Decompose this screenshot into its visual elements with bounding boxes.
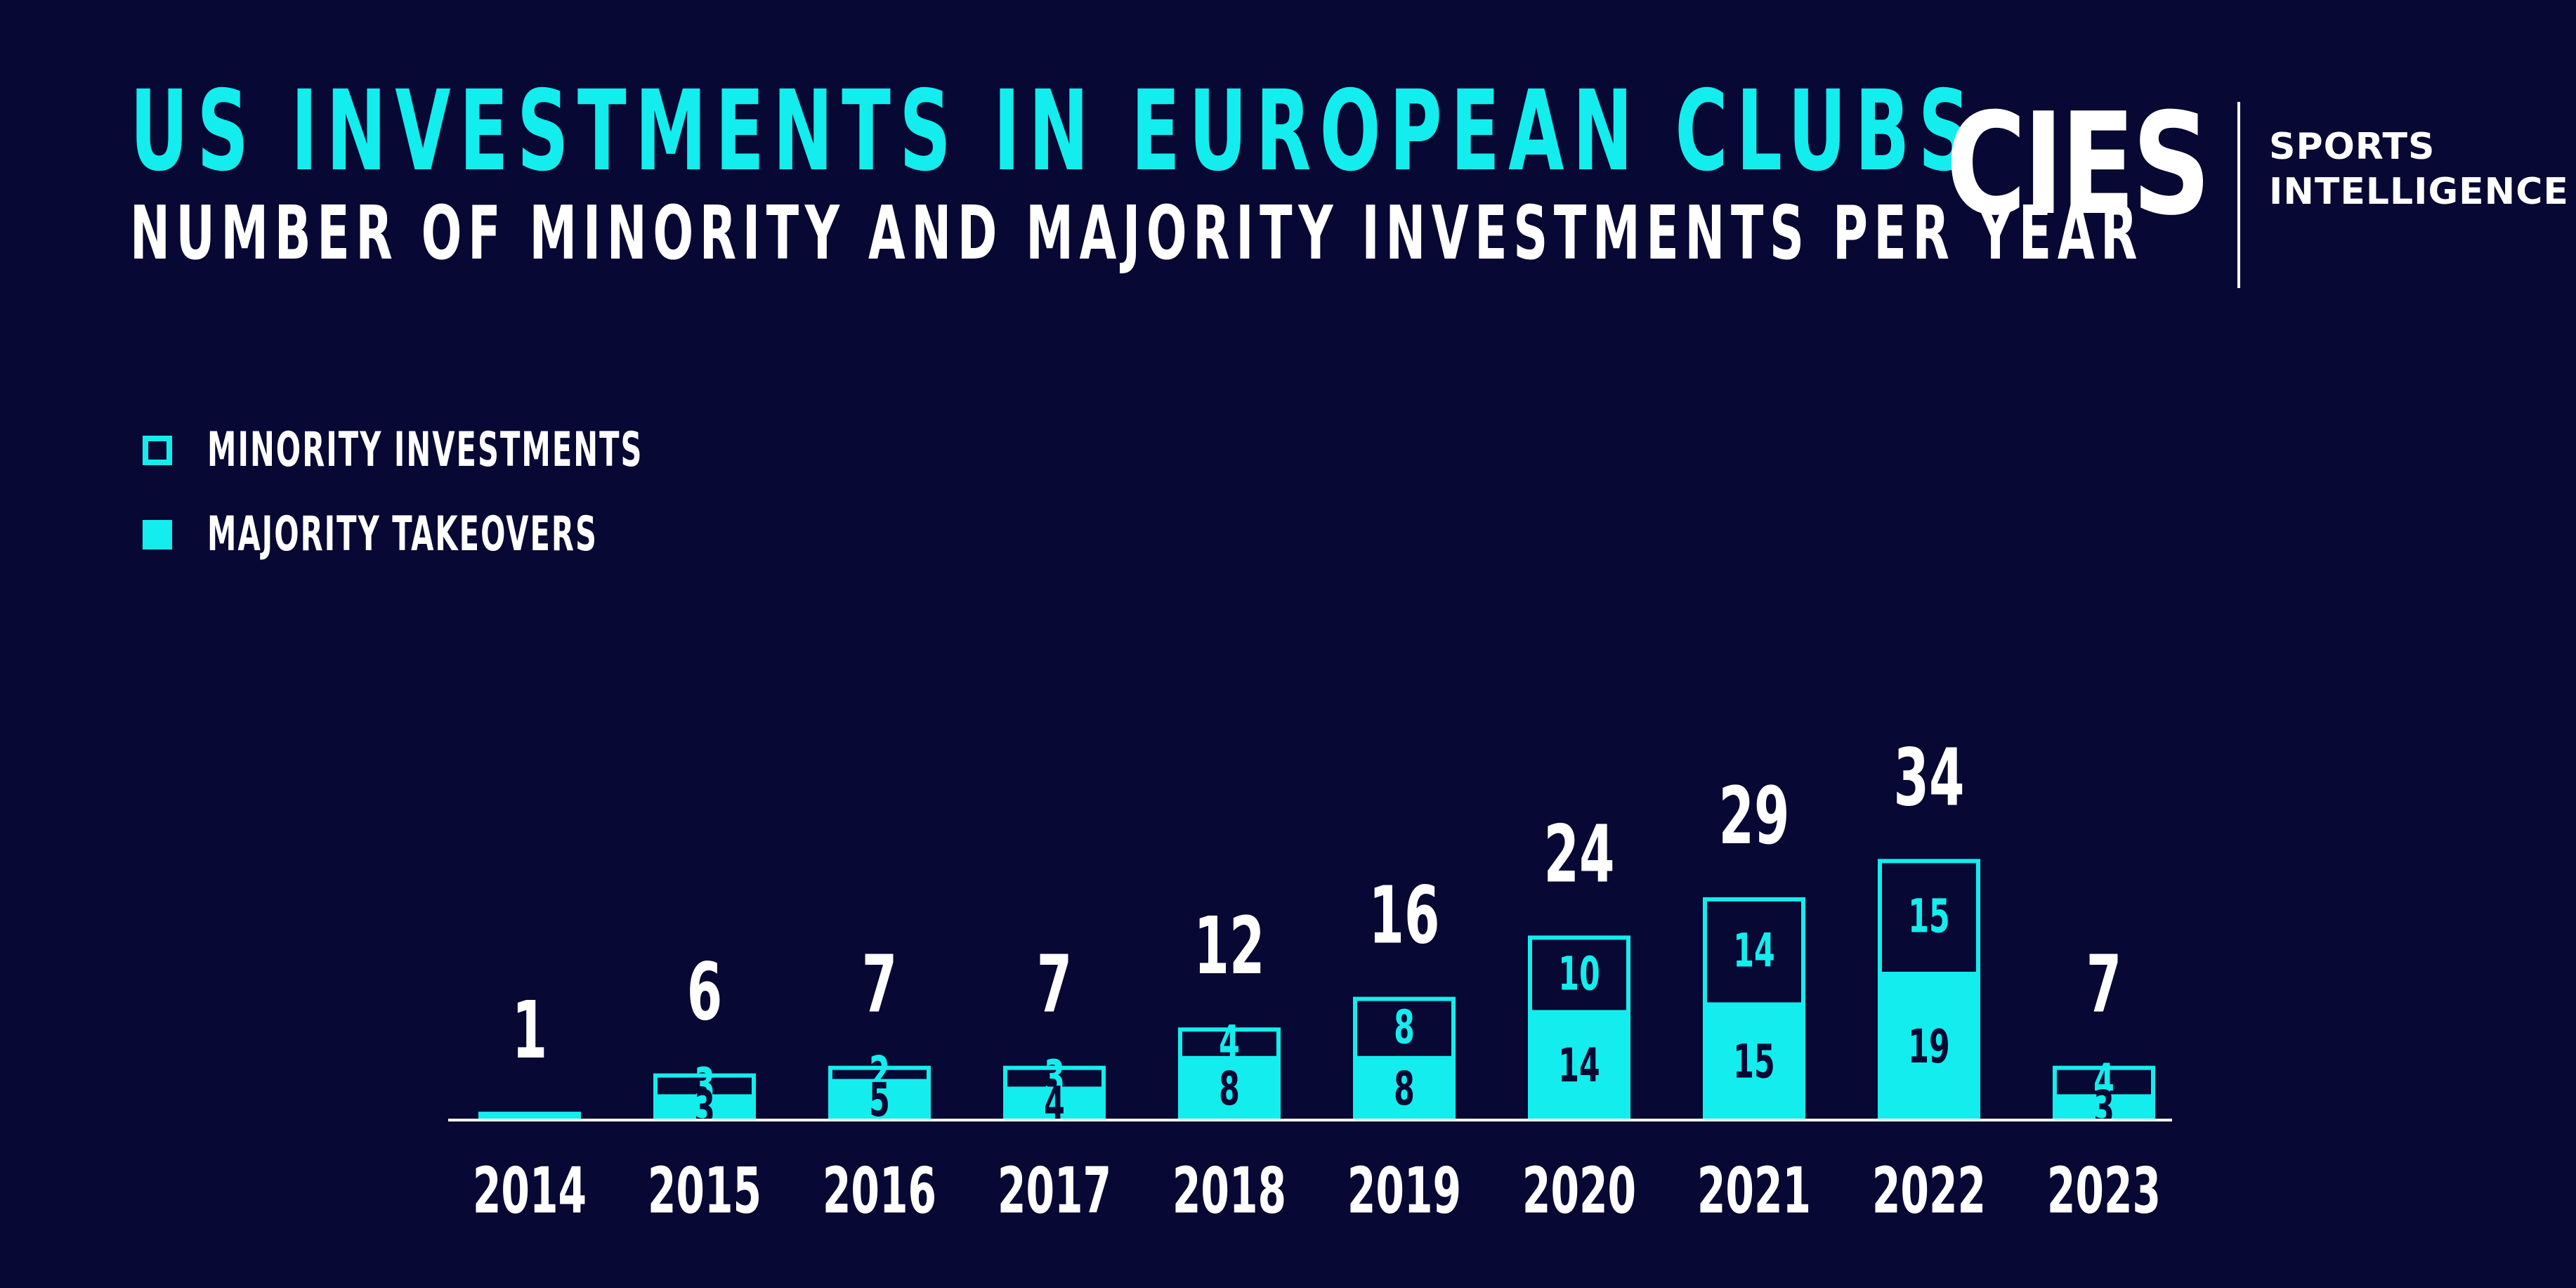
label-majority-2019: 8 — [1394, 1062, 1415, 1116]
x-tick-2016: 2016 — [823, 1154, 936, 1228]
label-total-2021: 29 — [1719, 770, 1790, 862]
bar-majority-2017 — [1003, 1088, 1106, 1119]
label-majority-2020: 14 — [1558, 1039, 1600, 1093]
label-majority-2017: 4 — [1044, 1077, 1065, 1131]
label-majority-2015: 3 — [694, 1081, 715, 1135]
label-minority-2015: 3 — [694, 1058, 715, 1112]
x-tick-2014: 2014 — [473, 1154, 587, 1228]
logo-tagline: SPORTS INTELLIGENCE — [2269, 124, 2569, 214]
label-minority-2017: 3 — [1044, 1050, 1065, 1105]
x-tick-2019: 2019 — [1347, 1154, 1461, 1228]
label-majority-2023: 3 — [2093, 1081, 2114, 1135]
logo-wordmark: CIES — [1946, 83, 2211, 247]
bar-minority-2018 — [1178, 1027, 1281, 1060]
bar-majority-2022 — [1878, 973, 1980, 1119]
label-total-2014: 1 — [512, 985, 547, 1077]
label-majority-2018: 8 — [1219, 1062, 1240, 1116]
logo-tag-line2: INTELLIGENCE — [2269, 171, 2569, 213]
bar-majority-2015 — [653, 1096, 756, 1119]
label-total-2020: 24 — [1544, 809, 1615, 901]
chart-subtitle: NUMBER OF MINORITY AND MAJORITY INVESTME… — [130, 190, 2144, 276]
x-tick-2021: 2021 — [1697, 1154, 1811, 1228]
bar-minority-2020 — [1528, 935, 1630, 1015]
legend-label-majority: MAJORITY TAKEOVERS — [207, 507, 599, 562]
label-total-2018: 12 — [1194, 901, 1265, 993]
legend-label-minority: MINORITY INVESTMENTS — [207, 422, 643, 478]
label-total-2015: 6 — [687, 947, 722, 1039]
bar-minority-2016 — [828, 1065, 931, 1084]
logo-divider — [2237, 102, 2240, 288]
x-tick-2020: 2020 — [1522, 1154, 1636, 1228]
bar-minority-2015 — [653, 1073, 756, 1099]
x-tick-2017: 2017 — [998, 1154, 1111, 1228]
label-total-2022: 34 — [1894, 732, 1965, 824]
bar-minority-2019 — [1353, 996, 1456, 1060]
x-tick-2022: 2022 — [1872, 1154, 1986, 1228]
label-majority-2021: 15 — [1733, 1035, 1774, 1089]
label-total-2023: 7 — [2086, 939, 2121, 1031]
label-total-2017: 7 — [1037, 939, 1072, 1031]
bar-minority-2017 — [1003, 1065, 1106, 1091]
label-majority-2016: 5 — [869, 1073, 890, 1127]
label-minority-2022: 15 — [1908, 890, 1949, 944]
bar-majority-2021 — [1703, 1004, 1805, 1119]
label-minority-2018: 4 — [1219, 1016, 1240, 1070]
label-total-2019: 16 — [1369, 870, 1440, 962]
label-minority-2023: 4 — [2093, 1054, 2114, 1108]
legend-swatch-majority — [143, 520, 172, 549]
bar-majority-2020 — [1528, 1012, 1630, 1119]
label-minority-2021: 14 — [1733, 924, 1774, 978]
x-tick-2023: 2023 — [2047, 1154, 2161, 1228]
bar-majority-2023 — [2053, 1096, 2155, 1119]
bar-majority-2018 — [1178, 1058, 1281, 1119]
label-minority-2020: 10 — [1558, 947, 1600, 1001]
x-tick-2015: 2015 — [648, 1154, 761, 1228]
bar-majority-2019 — [1353, 1058, 1456, 1119]
bar-minority-2021 — [1703, 897, 1805, 1007]
x-tick-2018: 2018 — [1172, 1154, 1286, 1228]
label-minority-2019: 8 — [1394, 1001, 1415, 1055]
label-minority-2016: 2 — [869, 1046, 890, 1100]
label-total-2016: 7 — [862, 939, 897, 1031]
legend-swatch-minority — [143, 436, 172, 465]
bar-minority-2023 — [2053, 1065, 2155, 1099]
bar-majority-2014 — [478, 1112, 581, 1119]
label-majority-2022: 19 — [1908, 1020, 1949, 1074]
chart-title: US INVESTMENTS IN EUROPEAN CLUBS — [130, 67, 1979, 196]
logo-tag-line1: SPORTS — [2269, 126, 2436, 168]
bar-minority-2022 — [1878, 859, 1980, 976]
bar-majority-2016 — [828, 1081, 931, 1119]
cies-logo: CIES SPORTS INTELLIGENCE — [1946, 60, 2568, 288]
